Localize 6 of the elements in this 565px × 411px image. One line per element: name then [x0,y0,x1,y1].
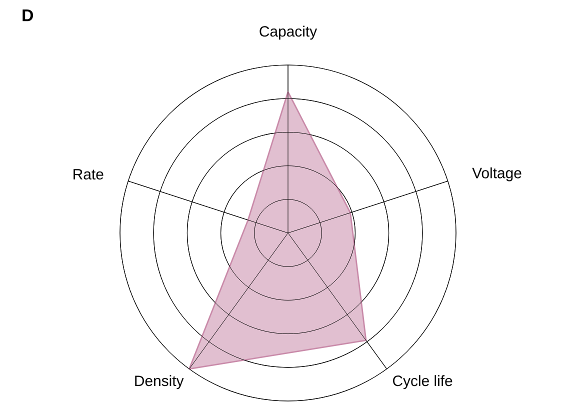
spoke-label: Cycle life [393,375,452,390]
spoke-label: Density [135,375,184,390]
spoke-label: Capacity [260,26,318,40]
spoke-label: Rate [74,169,104,180]
chart-title: D [22,10,34,22]
spoke-label: Voltage [472,167,522,182]
